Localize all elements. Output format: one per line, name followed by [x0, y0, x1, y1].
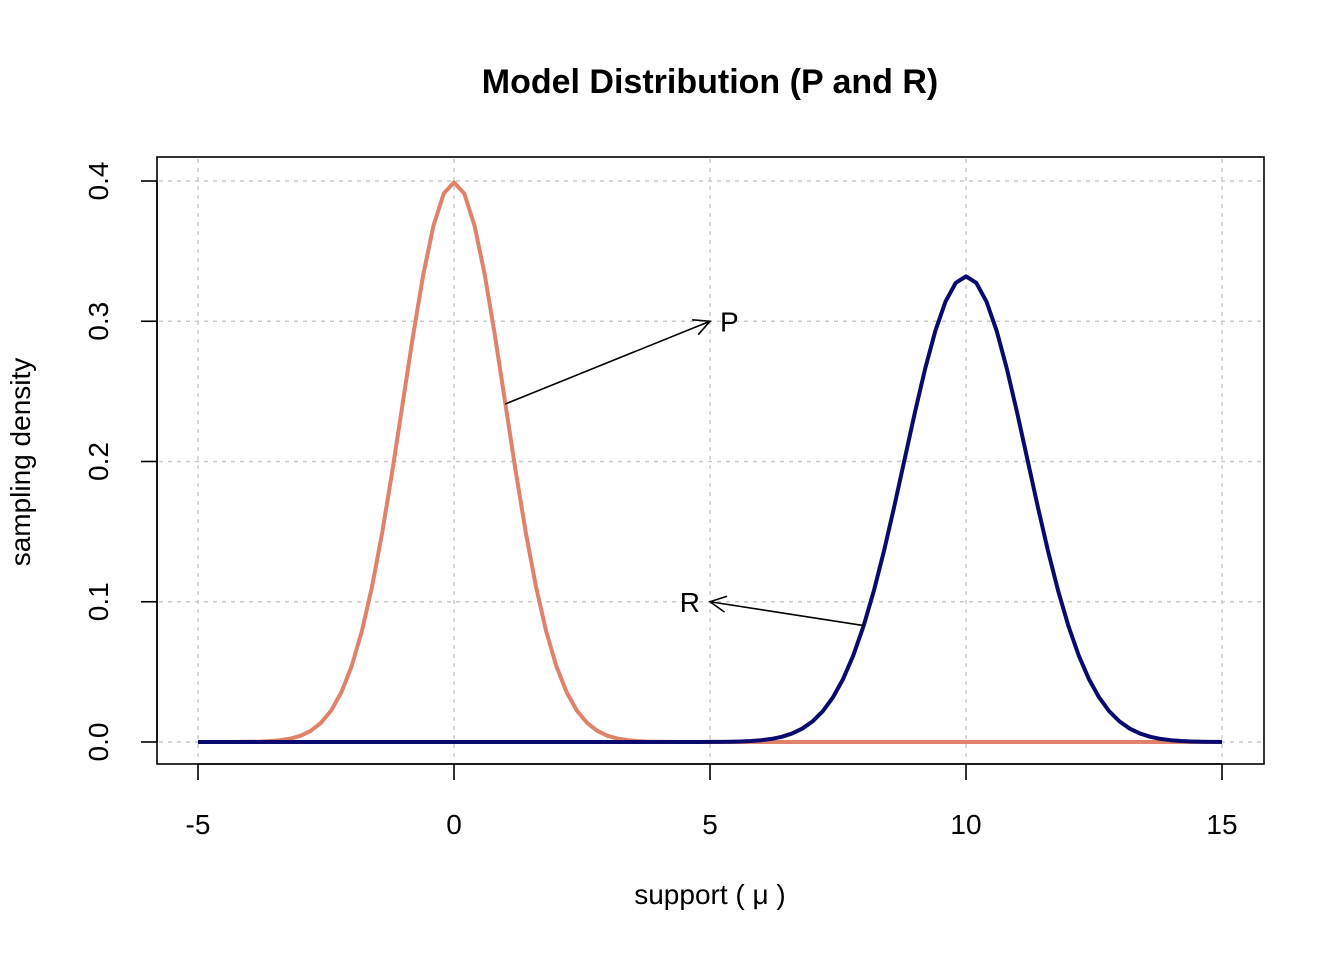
grid: [159, 159, 1262, 762]
x-tick-label: 15: [1206, 809, 1237, 840]
series-group: [197, 180, 1223, 744]
annotation-arrow-r: [708, 595, 864, 627]
annotation-label-r: R: [680, 587, 700, 618]
series-line-r: [198, 274, 1223, 744]
y-tick-label: 0.3: [83, 302, 114, 341]
y-axis: 0.0 0.1 0.2 0.3 0.4: [83, 162, 158, 762]
y-axis-label: sampling density: [5, 358, 36, 567]
annotation-label-p: P: [720, 306, 739, 337]
x-axis-label: support ( μ ): [634, 879, 786, 910]
annotation-arrow-p: [504, 319, 712, 405]
y-tick-label: 0.2: [83, 442, 114, 481]
annotation-group: PR: [504, 306, 864, 627]
x-tick-label: 10: [950, 809, 981, 840]
x-tick-label: -5: [186, 809, 211, 840]
x-axis: -5 0 5 10 15: [186, 763, 1238, 840]
y-tick-label: 0.1: [83, 582, 114, 621]
x-tick-label: 0: [446, 809, 462, 840]
y-tick-label: 0.4: [83, 162, 114, 201]
x-tick-label: 5: [702, 809, 718, 840]
y-tick-label: 0.0: [83, 723, 114, 762]
chart-title: Model Distribution (P and R): [482, 63, 938, 101]
